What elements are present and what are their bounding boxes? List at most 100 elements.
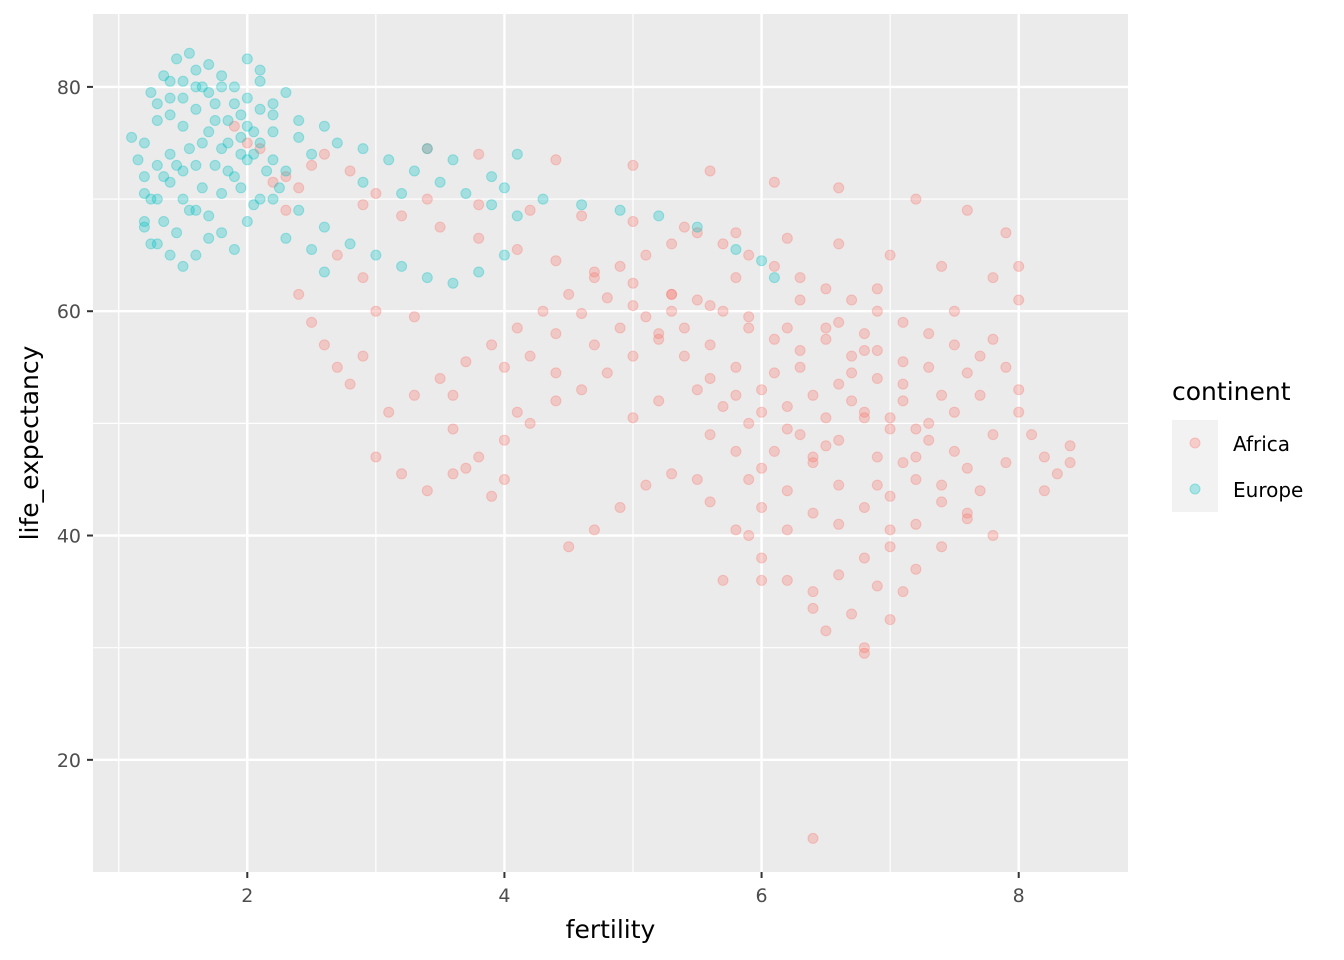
data-point xyxy=(588,339,600,351)
x-tick-label: 4 xyxy=(498,885,510,907)
data-point xyxy=(781,423,793,435)
data-point xyxy=(948,339,960,351)
data-point xyxy=(781,524,793,536)
data-point xyxy=(511,322,523,334)
data-point xyxy=(171,159,183,171)
data-point xyxy=(1051,468,1063,480)
data-point xyxy=(164,109,176,121)
data-point xyxy=(666,288,678,300)
data-point xyxy=(254,75,266,87)
data-point xyxy=(781,485,793,497)
data-point xyxy=(357,199,369,211)
data-point xyxy=(177,92,189,104)
data-point xyxy=(138,216,150,227)
data-point xyxy=(768,272,780,284)
data-point xyxy=(511,148,523,160)
data-point xyxy=(241,216,253,227)
data-point xyxy=(344,165,356,177)
data-point xyxy=(254,64,266,76)
data-point xyxy=(936,389,948,401)
data-point xyxy=(884,524,896,536)
data-point xyxy=(897,356,909,368)
data-point xyxy=(421,193,433,205)
data-point xyxy=(460,188,472,199)
data-point xyxy=(254,143,266,155)
data-point xyxy=(948,406,960,418)
data-point xyxy=(871,451,883,463)
data-point xyxy=(948,445,960,457)
data-point xyxy=(177,165,189,177)
data-point xyxy=(756,384,768,396)
data-point xyxy=(910,451,922,463)
data-point xyxy=(383,154,395,166)
data-point xyxy=(576,199,588,211)
data-point xyxy=(858,328,870,340)
data-point xyxy=(550,367,562,379)
data-point xyxy=(151,159,163,171)
data-point xyxy=(563,541,575,553)
data-point xyxy=(936,479,948,491)
data-point xyxy=(588,524,600,536)
data-point xyxy=(743,249,755,261)
data-point xyxy=(614,502,626,513)
data-point xyxy=(293,182,305,194)
data-point xyxy=(974,350,986,362)
data-point xyxy=(190,64,202,76)
data-point xyxy=(248,148,260,160)
y-tick-label: 80 xyxy=(57,77,81,99)
data-point xyxy=(216,70,228,82)
data-point xyxy=(235,131,247,143)
data-point xyxy=(923,361,935,373)
plot-panel xyxy=(93,14,1128,872)
data-point xyxy=(177,75,189,87)
data-point xyxy=(897,457,909,469)
data-point xyxy=(421,143,433,155)
data-point xyxy=(614,260,626,272)
data-point xyxy=(961,462,973,474)
data-point xyxy=(267,193,279,205)
data-point xyxy=(151,98,163,110)
data-point xyxy=(177,260,189,272)
x-tick-label: 2 xyxy=(241,885,253,907)
data-point xyxy=(820,283,832,295)
data-point xyxy=(550,328,562,340)
data-point xyxy=(717,238,729,250)
legend-entry-africa: Africa xyxy=(1172,420,1290,466)
data-point xyxy=(1064,440,1076,452)
data-point xyxy=(871,283,883,295)
data-point xyxy=(858,647,870,659)
data-point xyxy=(222,115,234,126)
data-point xyxy=(318,266,330,278)
data-point xyxy=(743,474,755,485)
data-point xyxy=(833,316,845,328)
data-point xyxy=(768,176,780,188)
data-point xyxy=(807,602,819,614)
data-point xyxy=(447,277,459,289)
data-point xyxy=(235,148,247,160)
data-point xyxy=(987,333,999,345)
data-point xyxy=(987,530,999,541)
data-point xyxy=(421,485,433,497)
data-point xyxy=(164,92,176,104)
data-point xyxy=(563,288,575,300)
data-point xyxy=(1064,457,1076,469)
data-point xyxy=(203,126,215,138)
data-point xyxy=(408,389,420,401)
data-point xyxy=(235,182,247,194)
data-point xyxy=(357,176,369,188)
data-point xyxy=(884,423,896,435)
data-point xyxy=(858,345,870,356)
data-point xyxy=(1038,451,1050,463)
data-point xyxy=(678,350,690,362)
data-point xyxy=(209,115,221,126)
data-point xyxy=(627,159,639,171)
data-point xyxy=(511,210,523,222)
data-point xyxy=(807,832,819,844)
data-point xyxy=(248,126,260,138)
data-point xyxy=(267,126,279,138)
y-tick-label: 20 xyxy=(57,750,81,772)
data-point xyxy=(228,171,240,183)
data-point xyxy=(846,294,858,306)
data-point xyxy=(846,395,858,407)
data-point xyxy=(293,131,305,143)
